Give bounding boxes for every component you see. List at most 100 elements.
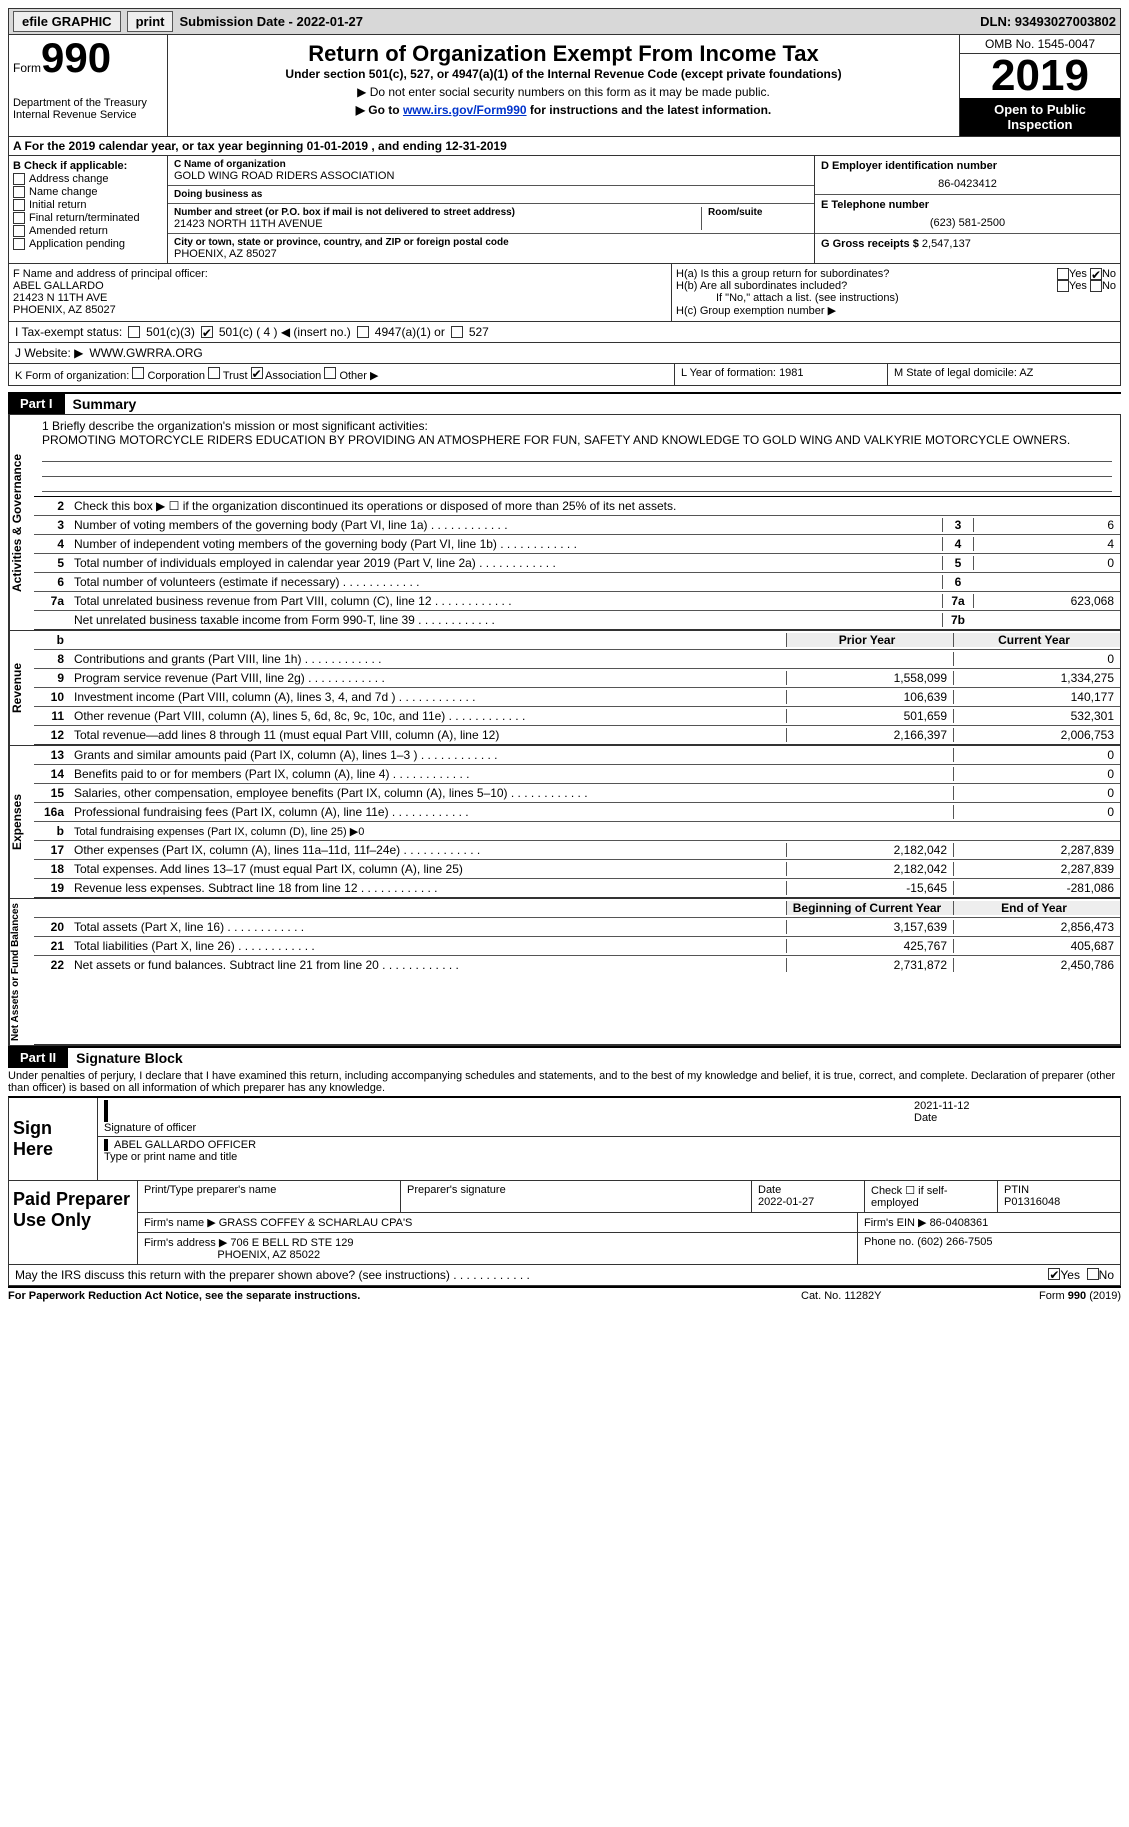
- h-block: H(a) Is this a group return for subordin…: [672, 264, 1120, 321]
- addr-value: 21423 NORTH 11TH AVENUE: [174, 218, 701, 230]
- city-value: PHOENIX, AZ 85027: [174, 248, 808, 260]
- chk-app-pending[interactable]: Application pending: [13, 238, 163, 250]
- chk-trust[interactable]: [208, 367, 220, 379]
- line-2: 2Check this box ▶ ☐ if the organization …: [34, 497, 1120, 516]
- l9-c: 1,334,275: [953, 671, 1120, 685]
- chk-501c[interactable]: [201, 326, 213, 338]
- chk-527[interactable]: [451, 326, 463, 338]
- preparer-label: Paid Preparer Use Only: [9, 1181, 138, 1264]
- preparer-right: Print/Type preparer's name Preparer's si…: [138, 1181, 1120, 1264]
- l21-n: 21: [34, 939, 70, 953]
- chk-final-return[interactable]: Final return/terminated: [13, 212, 163, 224]
- l12-p: 2,166,397: [786, 728, 953, 742]
- dba-label: Doing business as: [174, 189, 808, 200]
- header-instr1: ▶ Do not enter social security numbers o…: [178, 85, 949, 99]
- line-6: 6Total number of volunteers (estimate if…: [34, 573, 1120, 592]
- lbl-trust: Trust: [223, 370, 248, 382]
- dba-row: Doing business as: [168, 186, 814, 204]
- line-8: 8Contributions and grants (Part VIII, li…: [34, 650, 1120, 669]
- sign-here-label: Sign Here: [9, 1098, 97, 1180]
- l10-n: 10: [34, 690, 70, 704]
- officer-addr1: 21423 N 11TH AVE: [13, 292, 667, 304]
- chk-initial-return[interactable]: Initial return: [13, 199, 163, 211]
- ha-no-chk[interactable]: [1090, 268, 1102, 280]
- l21-c: 405,687: [953, 939, 1120, 953]
- addr-label: Number and street (or P.O. box if mail i…: [174, 207, 701, 218]
- l20-c: 2,856,473: [953, 920, 1120, 934]
- gross-cell: G Gross receipts $ 2,547,137: [815, 234, 1120, 254]
- chk-name-change[interactable]: Name change: [13, 186, 163, 198]
- l13-c: 0: [953, 748, 1120, 762]
- chk-501c3[interactable]: [128, 326, 140, 338]
- chk-address-change[interactable]: Address change: [13, 173, 163, 185]
- line-21: 21Total liabilities (Part X, line 26)425…: [34, 937, 1120, 956]
- sign-name-label: Type or print name and title: [104, 1151, 1114, 1163]
- state-domicile: M State of legal domicile: AZ: [888, 364, 1120, 385]
- line-22: 22Net assets or fund balances. Subtract …: [34, 956, 1120, 974]
- instructions-link[interactable]: www.irs.gov/Form990: [403, 103, 527, 117]
- chk-label-1: Name change: [29, 186, 98, 198]
- city-label: City or town, state or province, country…: [174, 237, 808, 248]
- l10-d: Investment income (Part VIII, column (A)…: [70, 689, 786, 705]
- officer-block: F Name and address of principal officer:…: [9, 264, 672, 321]
- l19-n: 19: [34, 881, 70, 895]
- chk-other[interactable]: [324, 367, 336, 379]
- firm-city: PHOENIX, AZ 85022: [217, 1249, 320, 1261]
- l18-n: 18: [34, 862, 70, 876]
- l11-n: 11: [34, 709, 70, 723]
- hb-yes-chk[interactable]: [1057, 280, 1069, 292]
- l20-p: 3,157,639: [786, 920, 953, 934]
- ha-yes-chk[interactable]: [1057, 268, 1069, 280]
- chk-assoc[interactable]: [251, 367, 263, 379]
- print-button[interactable]: print: [127, 11, 174, 32]
- top-bar: efile GRAPHIC print Submission Date - 20…: [8, 8, 1121, 35]
- l22-d: Net assets or fund balances. Subtract li…: [70, 957, 786, 973]
- chk-label-0: Address change: [29, 173, 109, 185]
- part1-title: Summary: [65, 394, 145, 414]
- lbl-527: 527: [469, 325, 489, 339]
- lbl-assoc: Association: [265, 370, 321, 382]
- side-gov: Activities & Governance: [9, 415, 34, 630]
- l3-v: 6: [973, 518, 1120, 532]
- l4-v: 4: [973, 537, 1120, 551]
- discuss-yes-chk[interactable]: [1048, 1268, 1060, 1280]
- l16a-n: 16a: [34, 805, 70, 819]
- penalty-text: Under penalties of perjury, I declare th…: [8, 1068, 1121, 1096]
- ein-cell: D Employer identification number 86-0423…: [815, 156, 1120, 195]
- check-b-title: B Check if applicable:: [13, 160, 163, 172]
- org-name-label: C Name of organization: [174, 159, 808, 170]
- form-header: Form 990 Department of the Treasury Inte…: [8, 35, 1121, 137]
- l17-d: Other expenses (Part IX, column (A), lin…: [70, 842, 786, 858]
- mission-block: 1 Briefly describe the organization's mi…: [34, 415, 1120, 497]
- l4-d: Number of independent voting members of …: [70, 536, 942, 552]
- l6-n: 6: [34, 575, 70, 589]
- officer-label: F Name and address of principal officer:: [13, 268, 667, 280]
- prior-hdr: Prior Year: [786, 633, 953, 647]
- beg-hdr: Beginning of Current Year: [786, 901, 953, 915]
- l6-box: 6: [942, 575, 973, 589]
- part1-tag: Part I: [8, 394, 65, 414]
- section-a-period: A For the 2019 calendar year, or tax yea…: [8, 137, 1121, 156]
- discuss-no-chk[interactable]: [1087, 1268, 1099, 1280]
- col-hdr-row: bPrior YearCurrent Year: [34, 631, 1120, 650]
- line-5: 5Total number of individuals employed in…: [34, 554, 1120, 573]
- prep-phone: (602) 266-7505: [917, 1236, 992, 1248]
- sign-name: ABEL GALLARDO OFFICER: [104, 1139, 1114, 1151]
- l9-p: 1,558,099: [786, 671, 953, 685]
- l3-n: 3: [34, 518, 70, 532]
- part1-bar: Part I Summary: [8, 392, 1121, 414]
- net-body: Net Assets or Fund Balances Beginning of…: [8, 899, 1121, 1046]
- chk-amended-return[interactable]: Amended return: [13, 225, 163, 237]
- l19-p: -15,645: [786, 881, 953, 895]
- chk-4947[interactable]: [357, 326, 369, 338]
- l7a-d: Total unrelated business revenue from Pa…: [70, 593, 942, 609]
- firm-name: GRASS COFFEY & SCHARLAU CPA'S: [219, 1217, 413, 1229]
- rev-rows: bPrior YearCurrent Year 8Contributions a…: [34, 631, 1120, 745]
- chk-corp[interactable]: [132, 367, 144, 379]
- l16b-d: Total fundraising expenses (Part IX, col…: [70, 824, 786, 839]
- prep-date-val: 2022-01-27: [758, 1196, 814, 1208]
- prep-row2: Firm's name ▶ GRASS COFFEY & SCHARLAU CP…: [138, 1213, 1120, 1233]
- discuss-row: May the IRS discuss this return with the…: [8, 1265, 1121, 1286]
- l8-n: 8: [34, 652, 70, 666]
- l8-d: Contributions and grants (Part VIII, lin…: [70, 651, 786, 667]
